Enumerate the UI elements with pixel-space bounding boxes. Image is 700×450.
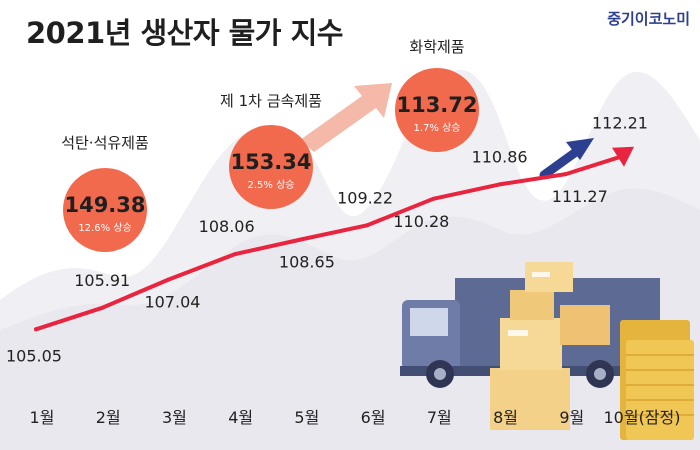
x-tick-label: 5월	[294, 408, 319, 427]
highlight-category: 화학제품	[409, 38, 464, 56]
box-label	[532, 272, 550, 277]
truck-wheel-hub	[434, 368, 446, 380]
box	[560, 305, 610, 345]
x-tick-label: 4월	[228, 408, 253, 427]
x-tick-label: 2월	[96, 408, 121, 427]
highlight-value: 149.38	[64, 193, 145, 217]
data-point	[497, 182, 502, 187]
data-point	[34, 327, 38, 332]
highlight-bubble	[63, 168, 147, 252]
x-tick-label: 9월	[559, 408, 584, 427]
trend-arrow	[539, 138, 594, 180]
data-label: 105.05	[6, 346, 62, 365]
data-point	[100, 305, 105, 310]
highlight-value: 113.72	[396, 93, 477, 117]
x-tick-label: 7월	[427, 408, 452, 427]
data-label: 109.22	[337, 188, 393, 207]
chart-title: 2021년 생산자 물가 지수	[26, 16, 343, 50]
data-point	[431, 196, 436, 201]
truck-window	[410, 308, 448, 336]
data-label: 108.06	[199, 217, 255, 236]
box	[500, 318, 562, 370]
increase-arrow-shape	[300, 83, 392, 152]
highlight-change: 1.7% 상승	[414, 122, 461, 134]
highlight-category: 석탄·석유제품	[61, 134, 149, 152]
truck-wheel-hub	[594, 368, 606, 380]
box	[490, 368, 570, 430]
data-point	[563, 172, 568, 177]
highlight-bubble	[229, 125, 313, 209]
highlight-change: 2.5% 상승	[248, 179, 295, 191]
trend-arrow-head	[566, 138, 594, 160]
x-tick-label: 1월	[30, 408, 55, 427]
brand-logo-text: 중기이코노미	[607, 10, 690, 28]
data-label: 105.91	[74, 271, 130, 290]
data-point	[232, 252, 237, 257]
data-point	[166, 277, 171, 282]
box	[510, 290, 554, 320]
series-arrowhead	[612, 146, 634, 167]
x-tick-label: 8월	[493, 408, 518, 427]
x-tick-label: 3월	[162, 408, 187, 427]
data-label: 108.65	[279, 252, 335, 271]
x-tick-label: 6월	[361, 408, 386, 427]
x-axis: 1월 2월 3월 4월 5월 6월 7월 8월 9월 10월(잠정)	[30, 408, 681, 427]
data-point	[298, 237, 303, 242]
highlight-category: 제 1차 금속제품	[220, 92, 322, 110]
series-line-path	[34, 153, 626, 332]
data-label: 110.86	[472, 147, 528, 166]
data-label: 111.27	[552, 187, 608, 206]
trend-arrow-shaft	[539, 144, 585, 180]
box-label	[508, 330, 528, 336]
highlight-change: 12.6% 상승	[78, 222, 131, 234]
series-line	[34, 146, 634, 332]
data-point	[365, 223, 370, 228]
x-tick-label: 10월(잠정)	[603, 408, 680, 427]
highlight-bubble	[395, 68, 479, 152]
data-label: 112.21	[592, 114, 648, 133]
data-labels: 105.05105.91107.04108.06108.65109.22110.…	[6, 114, 648, 366]
delivery-truck-illustration	[400, 262, 694, 440]
highlight-bubbles: 석탄·석유제품 149.38 12.6% 상승 제 1차 금속제품 153.34 2.5%…	[61, 38, 479, 252]
data-label: 107.04	[144, 293, 200, 312]
data-label: 110.28	[393, 212, 449, 231]
highlight-value: 153.34	[230, 150, 311, 174]
increase-arrow	[300, 83, 392, 152]
